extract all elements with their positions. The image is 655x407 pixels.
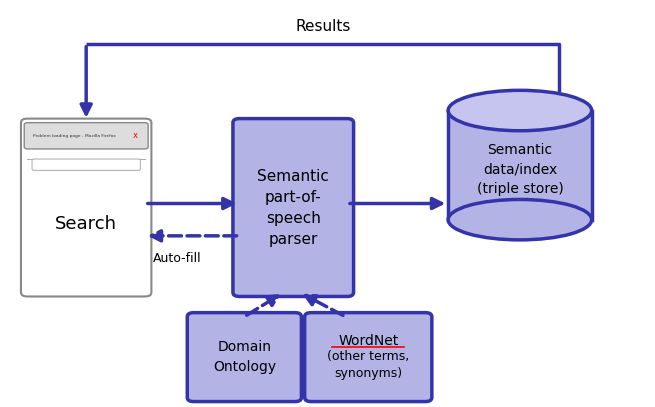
Text: (other terms,
synonyms): (other terms, synonyms) [327,350,409,380]
FancyBboxPatch shape [32,159,140,171]
Text: x: x [132,131,138,140]
Text: Semantic
data/index
(triple store): Semantic data/index (triple store) [477,142,563,196]
Text: WordNet: WordNet [338,334,398,348]
FancyBboxPatch shape [233,118,354,296]
Ellipse shape [448,199,591,240]
Text: Problem loading page - Mozilla Firefox: Problem loading page - Mozilla Firefox [33,133,115,138]
FancyBboxPatch shape [21,118,151,296]
FancyBboxPatch shape [305,313,432,402]
Text: Auto-fill: Auto-fill [153,252,201,265]
FancyBboxPatch shape [24,123,148,149]
FancyBboxPatch shape [187,313,301,402]
Text: Domain
Ontology: Domain Ontology [213,340,276,374]
Text: Semantic
part-of-
speech
parser: Semantic part-of- speech parser [257,168,329,247]
Ellipse shape [448,90,591,131]
Text: Results: Results [295,19,350,34]
Text: Search: Search [55,215,117,233]
Polygon shape [448,111,591,220]
